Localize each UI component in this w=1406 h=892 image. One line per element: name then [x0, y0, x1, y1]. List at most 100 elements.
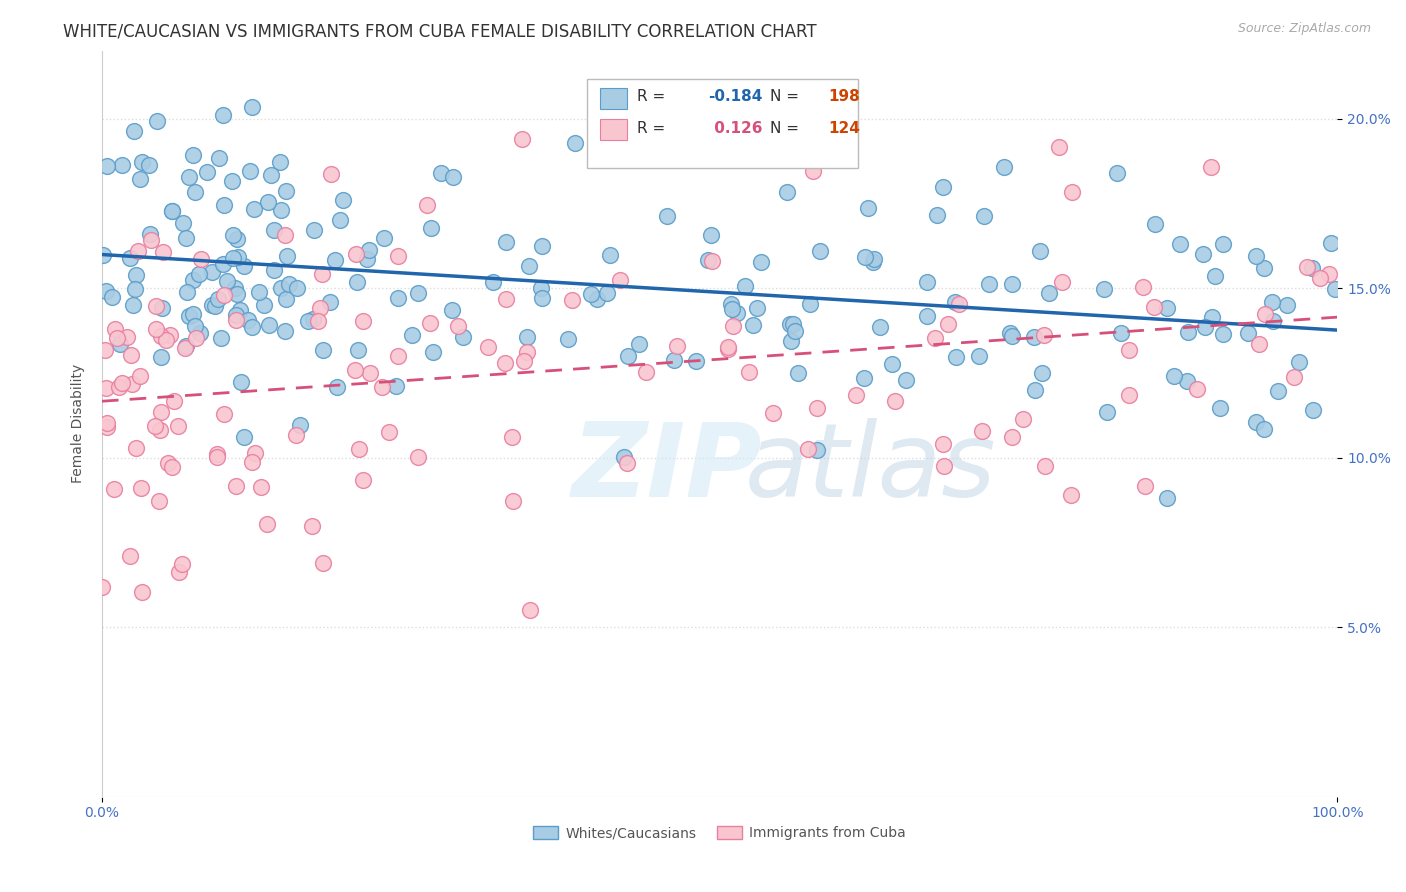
Point	[1031, 367, 1053, 381]
Point	[787, 366, 810, 380]
Point	[894, 373, 917, 387]
Point	[163, 394, 186, 409]
Point	[146, 114, 169, 128]
Point	[494, 356, 516, 370]
Point	[884, 394, 907, 409]
Text: N =: N =	[770, 120, 804, 136]
Point	[1038, 285, 1060, 300]
Point	[616, 457, 638, 471]
Point	[796, 442, 818, 456]
Point	[138, 158, 160, 172]
Point	[370, 380, 392, 394]
Point	[274, 324, 297, 338]
Point	[720, 296, 742, 310]
Point	[581, 286, 603, 301]
Point	[122, 123, 145, 137]
Point	[1253, 421, 1275, 435]
Point	[201, 265, 224, 279]
Point	[120, 347, 142, 361]
Point	[513, 353, 536, 368]
Point	[115, 330, 138, 344]
Point	[1060, 488, 1083, 502]
Point	[312, 343, 335, 358]
Point	[377, 425, 399, 439]
Point	[948, 297, 970, 311]
Point	[970, 425, 993, 439]
Point	[1033, 328, 1056, 343]
Point	[166, 419, 188, 434]
Point	[190, 252, 212, 267]
Point	[634, 365, 657, 379]
Point	[107, 331, 129, 345]
Point	[93, 343, 115, 357]
Point	[665, 339, 688, 353]
Point	[1001, 430, 1024, 444]
Point	[845, 388, 868, 402]
Point	[420, 220, 443, 235]
Point	[225, 231, 247, 245]
Point	[1132, 280, 1154, 294]
Point	[276, 249, 298, 263]
Point	[1001, 329, 1024, 343]
Point	[162, 459, 184, 474]
Point	[225, 313, 247, 327]
Point	[564, 136, 586, 151]
Point	[699, 227, 721, 242]
Point	[613, 450, 636, 464]
Point	[181, 273, 204, 287]
Point	[96, 417, 118, 431]
Point	[1156, 301, 1178, 315]
Point	[1133, 478, 1156, 492]
Point	[104, 322, 127, 336]
Point	[94, 381, 117, 395]
Point	[190, 326, 212, 341]
Point	[288, 418, 311, 433]
Point	[259, 318, 281, 332]
Point	[344, 247, 367, 261]
Point	[530, 281, 553, 295]
Point	[131, 155, 153, 169]
Point	[1199, 160, 1222, 174]
Point	[915, 309, 938, 323]
Point	[700, 254, 723, 268]
Text: R =: R =	[637, 120, 671, 136]
Point	[96, 284, 118, 298]
Point	[201, 298, 224, 312]
Point	[240, 455, 263, 469]
Point	[301, 519, 323, 533]
Point	[794, 117, 817, 131]
Point	[1022, 330, 1045, 344]
Point	[685, 354, 707, 368]
Point	[269, 155, 291, 169]
Point	[779, 334, 801, 349]
Point	[225, 478, 247, 492]
Point	[451, 330, 474, 344]
Point	[1047, 139, 1070, 153]
Point	[108, 380, 131, 394]
Point	[387, 350, 409, 364]
Point	[176, 285, 198, 299]
Point	[924, 331, 946, 345]
Point	[225, 309, 247, 323]
Point	[159, 328, 181, 343]
Point	[617, 349, 640, 363]
Point	[761, 406, 783, 420]
Point	[1323, 282, 1346, 296]
Point	[174, 231, 197, 245]
Point	[993, 161, 1015, 175]
Point	[96, 420, 118, 434]
Point	[495, 292, 517, 306]
Point	[287, 281, 309, 295]
Point	[152, 244, 174, 259]
Point	[925, 208, 948, 222]
Point	[256, 516, 278, 531]
Point	[967, 349, 990, 363]
Point	[1177, 325, 1199, 339]
Point	[401, 328, 423, 343]
Point	[863, 252, 886, 266]
Point	[160, 203, 183, 218]
Point	[1012, 412, 1035, 426]
Point	[332, 193, 354, 207]
Point	[1001, 277, 1024, 291]
Point	[217, 274, 239, 288]
